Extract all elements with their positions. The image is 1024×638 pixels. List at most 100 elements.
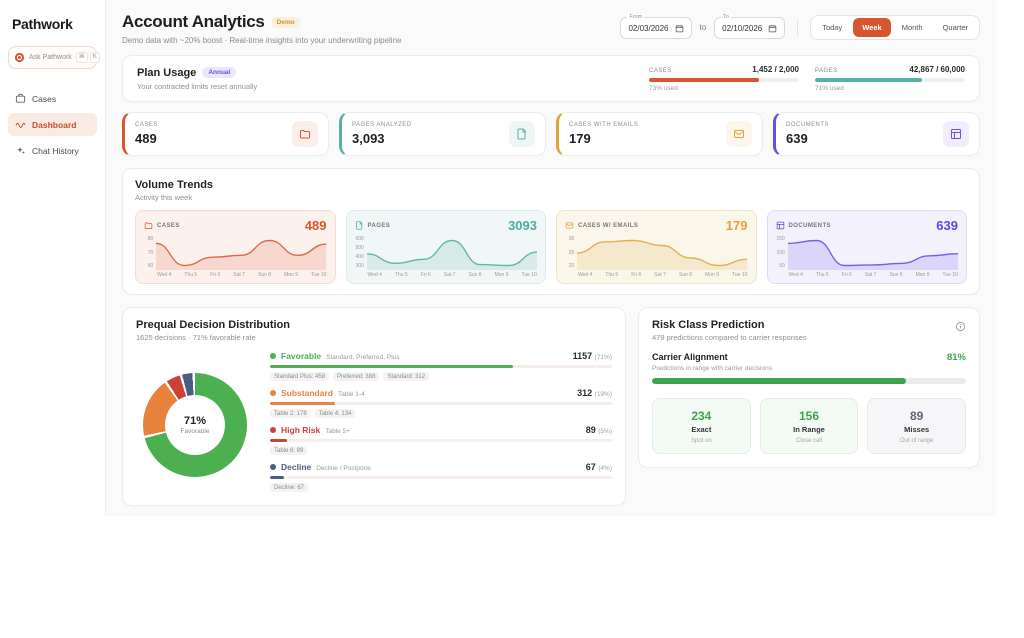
stat-card-cases-with-emails[interactable]: CASES WITH EMAILS 179 (556, 112, 763, 156)
x-axis-ticks: Wed 4 Thu 5 Fri 6 Sat 7 Sun 8 Mon 9 Tue 10 (157, 272, 327, 278)
folder-icon (144, 221, 157, 230)
x-tick-label: Mon 9 (705, 272, 719, 278)
shortcut-mod-key: ⌘ (75, 52, 88, 63)
sparkline-chart (577, 239, 748, 270)
y-tick-label: 20 (568, 263, 575, 269)
sparkline-chart (156, 239, 327, 270)
date-controls: From 02/03/2026 to To 02/10/2026 (620, 13, 980, 40)
mini-chart-cases[interactable]: CASES 489 80 70 60 Wed 4 Thu 5 Fri 6 Sat 7 Sun… (135, 210, 336, 284)
info-icon[interactable] (955, 319, 966, 337)
risk-box-value: 89 (910, 409, 924, 423)
sidebar-item-dashboard[interactable]: Dashboard (8, 113, 97, 136)
mini-chart-label: CASES W/ EMAILS (578, 222, 639, 229)
legend-chip: Preferred: 388 (333, 372, 380, 381)
calendar-icon[interactable] (768, 24, 777, 33)
mini-chart-cases-with-emails[interactable]: CASES W/ EMAILS 179 30 25 20 Wed 4 Thu 5 Fri… (556, 210, 757, 284)
range-button-week[interactable]: Week (853, 18, 891, 37)
x-tick-label: Sat 7 (654, 272, 666, 278)
legend-chip: Table 2: 178 (270, 409, 311, 418)
mini-chart-label: PAGES (367, 222, 391, 229)
sidebar: Pathwork Ask Pathwork ⌘ K Cases (0, 0, 106, 516)
stat-label: CASES WITH EMAILS (569, 122, 639, 128)
x-axis-ticks: Wed 4 Thu 5 Fri 6 Sat 7 Sun 8 Mon 9 Tue 10 (578, 272, 748, 278)
x-tick-label: Fri 6 (631, 272, 642, 278)
legend-name: High Risk (281, 425, 321, 435)
risk-box-label: In Range (793, 425, 825, 434)
y-tick-label: 80 (147, 236, 154, 242)
legend-chip: Table 4: 134 (314, 409, 356, 418)
meter-label: PAGES (815, 68, 838, 74)
plan-usage-card: Plan Usage Annual Your contracted limits… (122, 55, 980, 102)
progress-bar (815, 78, 965, 82)
x-tick-label: Fri 6 (420, 272, 431, 278)
x-tick-label: Mon 9 (284, 272, 298, 278)
sidebar-item-chat-history[interactable]: Chat History (8, 139, 97, 162)
legend-name: Favorable (281, 351, 322, 361)
page-icon (355, 221, 368, 230)
x-tick-label: Tue 10 (942, 272, 958, 278)
pathwork-logo-icon (14, 52, 25, 63)
sidebar-item-label: Dashboard (32, 119, 77, 130)
legend-dot (270, 464, 276, 470)
stat-card-documents[interactable]: DOCUMENTS 639 (773, 112, 980, 156)
sparkline-chart (787, 239, 958, 270)
x-tick-label: Mon 9 (494, 272, 509, 278)
legend-bar (270, 476, 612, 479)
y-tick-label: 50 (779, 263, 785, 269)
legend-bar (270, 402, 612, 405)
mini-chart-pages[interactable]: PAGES 3093 600 500 400 300 Wed 4 Thu 5 Fri 6 S… (345, 210, 546, 284)
legend-value: 67 (4%) (585, 462, 612, 472)
y-axis-ticks: 150 100 50 (776, 236, 788, 270)
legend-value: 89 (5%) (585, 425, 612, 435)
date-from-field[interactable]: From 02/03/2026 (620, 13, 692, 39)
sidebar-item-label: Chat History (32, 145, 79, 156)
legend-chip: Decline: 67 (270, 483, 309, 492)
y-tick-label: 150 (776, 236, 785, 242)
risk-box-in-range: 156 In Range Close call (759, 398, 859, 454)
range-button-group: Today Week Month Quarter (810, 15, 980, 40)
risk-box-value: 234 (691, 409, 712, 423)
stat-value: 639 (786, 131, 808, 146)
risk-subtitle: 479 predictions compared to carrier resp… (652, 333, 807, 342)
table-icon (776, 221, 789, 230)
sidebar-item-cases[interactable]: Cases (8, 87, 97, 110)
shortcut-letter-key: K (89, 52, 100, 63)
ask-pathwork-button[interactable]: Ask Pathwork ⌘ K (8, 46, 100, 69)
date-to-field[interactable]: To 02/10/2026 (714, 13, 786, 39)
carrier-alignment-value: 81% (946, 352, 966, 363)
legend-name: Substandard (281, 388, 333, 398)
meter-value: 1,452 / 2,000 (752, 65, 799, 74)
date-to-value: 02/10/2026 (722, 23, 763, 33)
x-tick-label: Sat 7 (233, 272, 245, 278)
x-tick-label: Wed 4 (788, 272, 803, 278)
risk-title: Risk Class Prediction (652, 319, 765, 331)
calendar-icon[interactable] (675, 24, 684, 33)
x-tick-label: Wed 4 (367, 272, 382, 278)
range-button-quarter[interactable]: Quarter (934, 18, 977, 37)
prequal-distribution-card: Prequal Decision Distribution 1625 decis… (122, 307, 626, 506)
mini-chart-documents[interactable]: DOCUMENTS 639 150 100 50 Wed 4 Thu 5 Fri 6 Sa… (766, 210, 967, 284)
mini-chart-value: 3093 (508, 218, 537, 233)
legend-row-high-risk: High Risk Table 5+ 89 (5%) Table 6: 89 (270, 425, 612, 455)
page-header: Account Analytics Demo Demo data with ~2… (122, 12, 980, 45)
x-tick-label: Sat 7 (443, 272, 456, 278)
legend-desc: Table 5+ (325, 428, 350, 435)
trend-icon (15, 119, 26, 130)
y-axis-ticks: 600 500 400 300 (355, 236, 367, 270)
x-axis-ticks: Wed 4 Thu 5 Fri 6 Sat 7 Sun 8 Mon 9 Tue 10 (368, 272, 538, 278)
briefcase-icon (15, 93, 26, 104)
range-button-today[interactable]: Today (813, 18, 851, 37)
legend-chips: Decline: 67 (270, 483, 612, 492)
stat-card-cases[interactable]: CASES 489 (122, 112, 329, 156)
risk-box-exact: 234 Exact Spot on (652, 398, 751, 454)
stat-card-pages-analyzed[interactable]: PAGES ANALYZED 3,093 (339, 112, 546, 156)
donut-center-value: 71% (183, 414, 207, 427)
risk-box-value: 156 (798, 409, 820, 423)
stat-label: DOCUMENTS (786, 122, 829, 128)
risk-box-sublabel: Close call (796, 438, 823, 444)
range-button-month[interactable]: Month (893, 18, 932, 37)
stat-value: 179 (569, 131, 591, 146)
x-tick-label: Fri 6 (210, 272, 221, 278)
plan-usage-subtitle: Your contracted limits reset annually (137, 81, 258, 91)
x-tick-label: Fri 6 (841, 272, 852, 278)
